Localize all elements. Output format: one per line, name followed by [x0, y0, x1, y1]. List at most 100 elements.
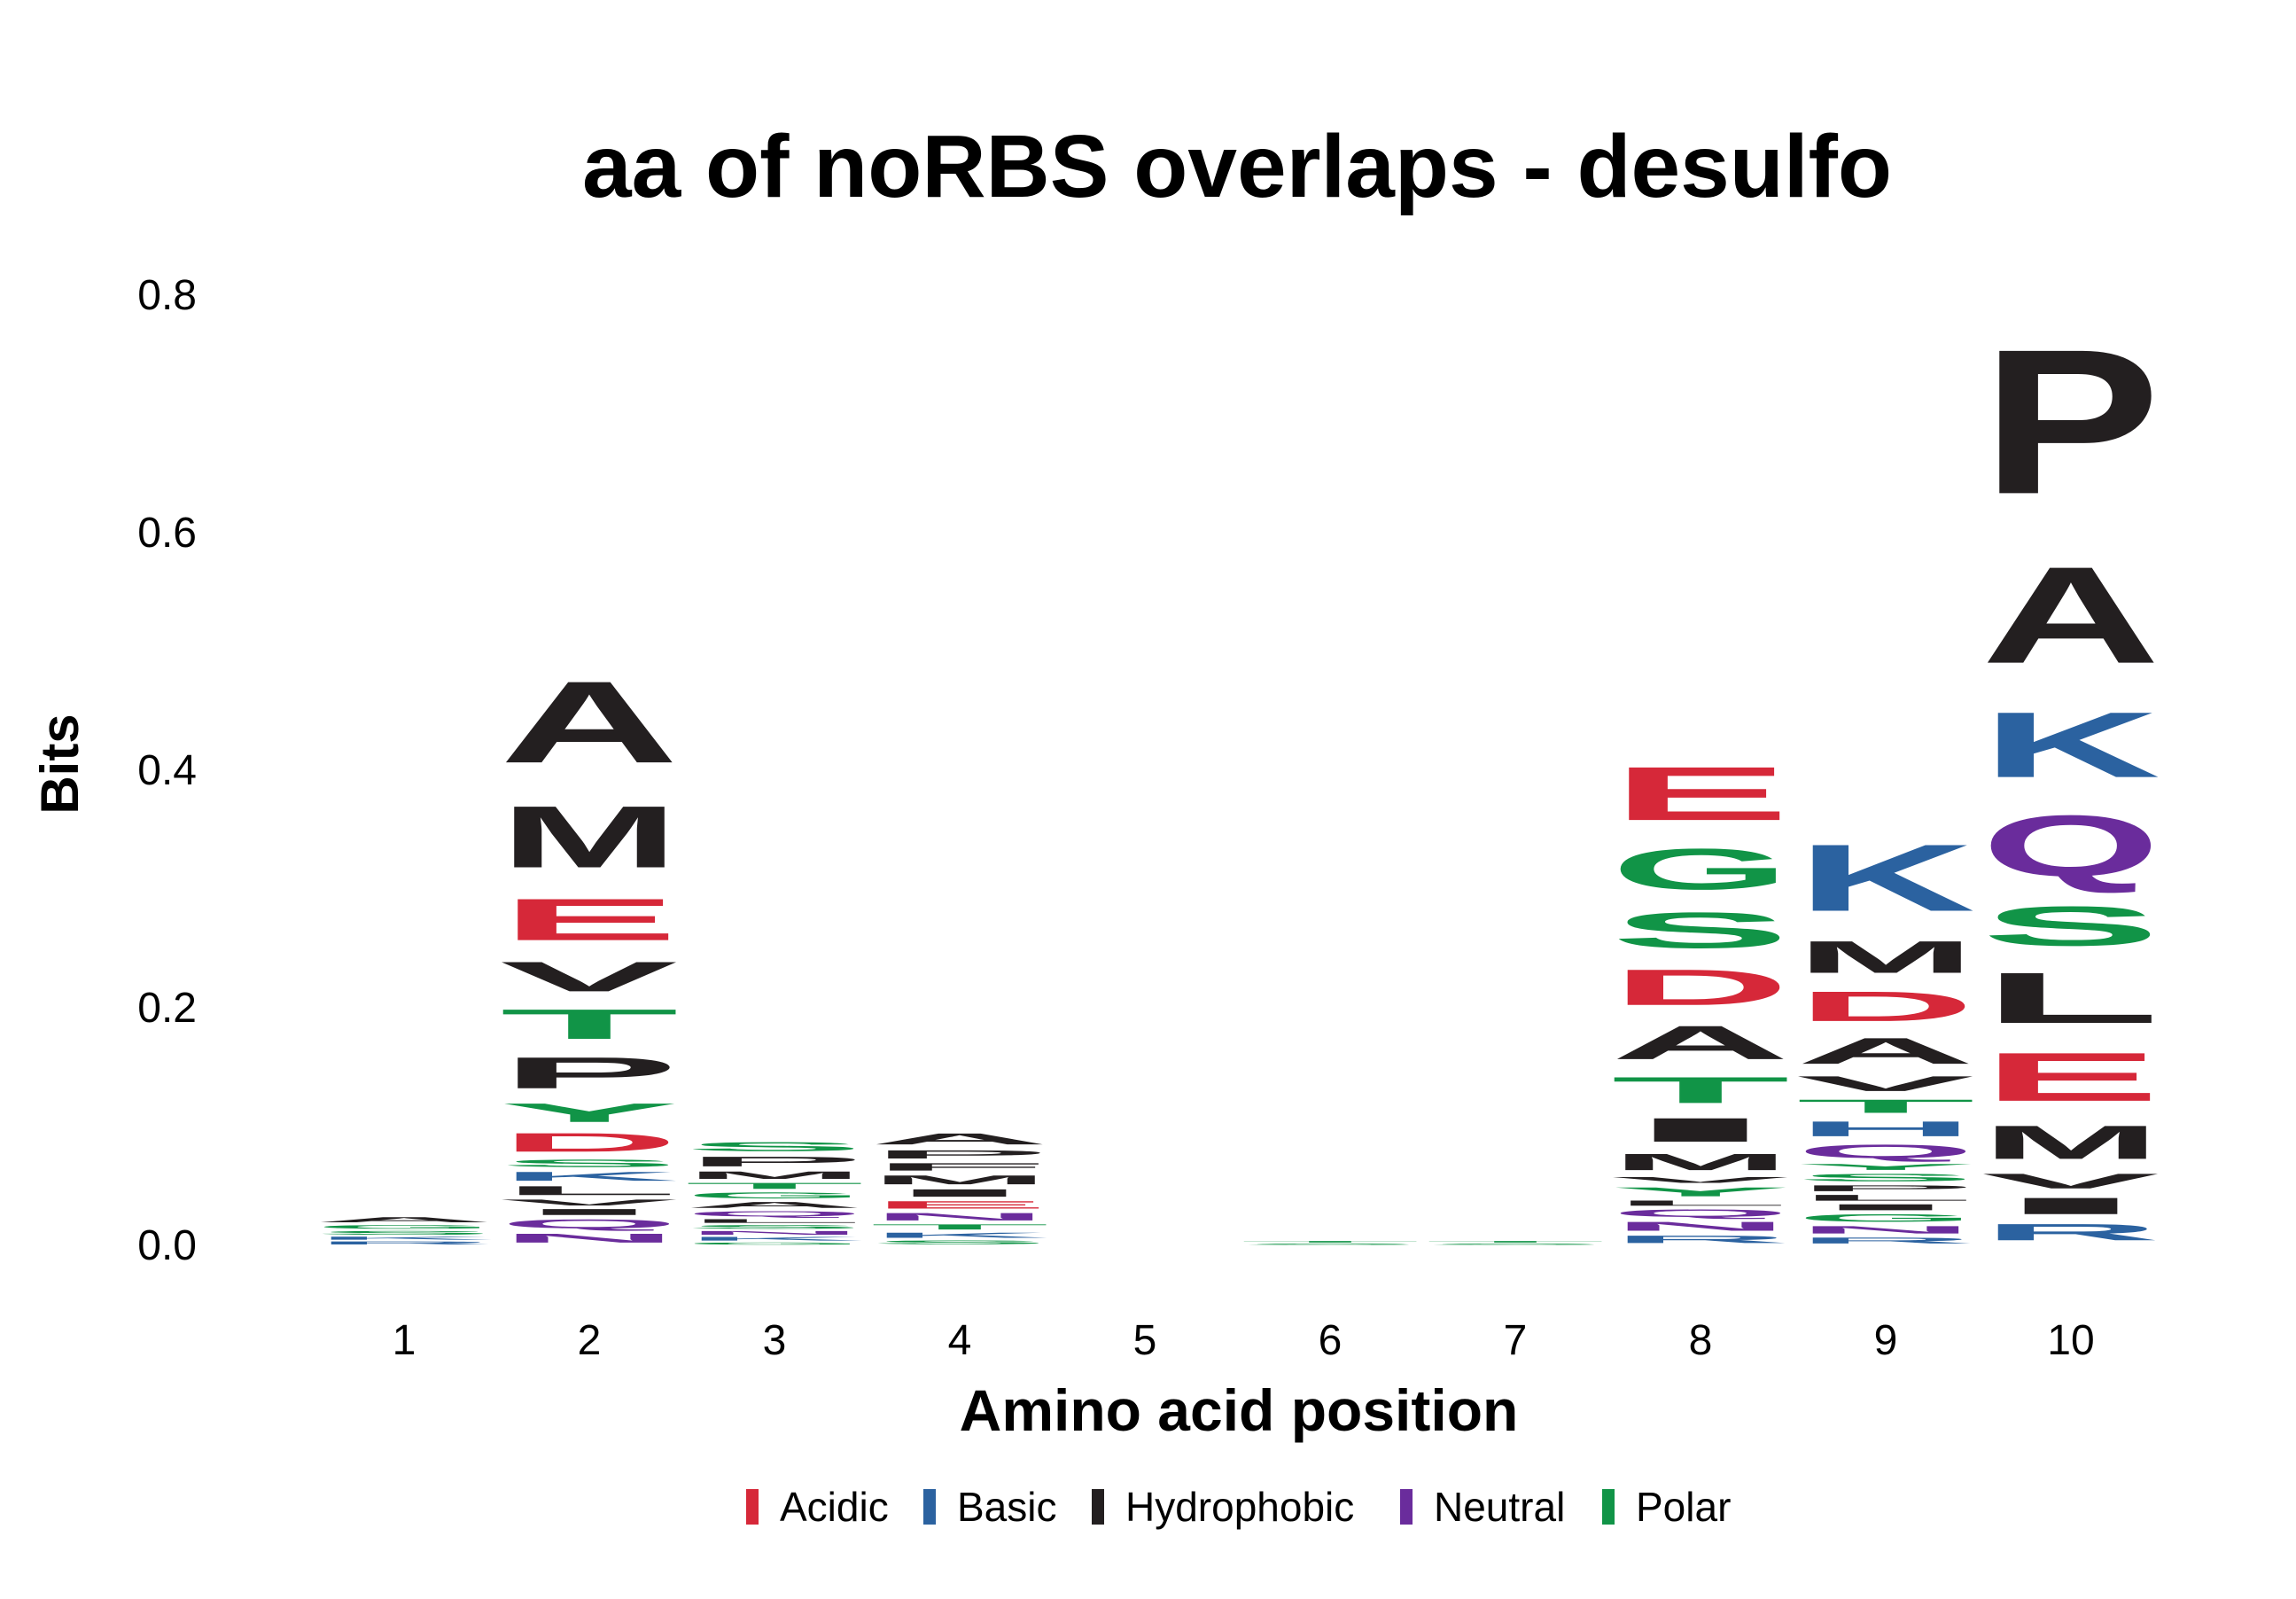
- logo-letter: R: [315, 1241, 494, 1245]
- logo-stack-6: ST: [1241, 1241, 1420, 1245]
- x-tick-label: 9: [1874, 1317, 1898, 1364]
- logo-letter: P: [500, 1048, 679, 1097]
- logo-letter: L: [685, 1218, 864, 1224]
- logo-letter: F: [870, 1161, 1049, 1173]
- logo-letter: S: [1241, 1243, 1420, 1245]
- logo-letter: V: [500, 953, 678, 1000]
- logo-letter: P: [685, 1154, 864, 1169]
- x-tick-label: 6: [1319, 1317, 1343, 1364]
- logo-letter: E: [500, 886, 679, 953]
- logo-letter: E: [1981, 1038, 2160, 1115]
- logo-letter: R: [1611, 1234, 1790, 1245]
- x-tick-label: 3: [763, 1317, 787, 1364]
- logo-letter: M: [685, 1169, 864, 1181]
- logo-letter: Y: [500, 1098, 679, 1128]
- logo-letter: E: [1611, 751, 1790, 836]
- logo-letter: K: [1796, 824, 1975, 931]
- logo-letter: S: [1796, 1172, 1975, 1183]
- logo-letter: N: [1796, 1224, 1975, 1236]
- legend: Acidic Basic Hydrophobic Neutral Polar: [746, 1484, 1731, 1530]
- logo-letter: A: [870, 1130, 1049, 1148]
- logo-letter: I: [1611, 1111, 1790, 1149]
- logo-letter: G: [315, 1224, 494, 1230]
- logo-letter: T: [1611, 1070, 1790, 1112]
- logo-letter: L: [1611, 1199, 1790, 1207]
- logo-letter: G: [685, 1242, 864, 1245]
- logo-letter: E: [870, 1199, 1049, 1211]
- legend-swatch: [923, 1489, 936, 1525]
- logo-letter: A: [1981, 538, 2160, 692]
- logo-letter: S: [500, 1158, 679, 1169]
- logo-letter: P: [1796, 1183, 1975, 1193]
- legend-label: Neutral: [1434, 1484, 1565, 1530]
- logo-letter: T: [870, 1222, 1049, 1230]
- logo-letter: Q: [1796, 1141, 1975, 1162]
- logo-letter: M: [870, 1173, 1049, 1187]
- x-axis-title: Amino acid position: [960, 1377, 1519, 1443]
- logo-letter: I: [1981, 1193, 2160, 1219]
- logo-letter: D: [1611, 959, 1790, 1016]
- logo-letter: A: [1611, 1016, 1790, 1069]
- legend-label: Polar: [1636, 1484, 1731, 1530]
- logo-letter: G: [685, 1190, 864, 1200]
- x-tick-label: 8: [1689, 1317, 1713, 1364]
- logo-letter: D: [1796, 983, 1975, 1031]
- logo-letter: L: [1796, 1193, 1975, 1203]
- logo-letter: Q: [1981, 797, 2160, 894]
- y-tick-label: 0.8: [137, 272, 197, 319]
- logo-letter: I: [1796, 1203, 1975, 1213]
- logo-letter: P: [870, 1148, 1049, 1161]
- logo-letter: N: [1611, 1219, 1790, 1233]
- logo-letter: L: [1981, 958, 2160, 1039]
- logo-letter: Q: [1611, 1207, 1790, 1219]
- y-axis-title: Bits: [30, 714, 90, 814]
- logo-letter: S: [1981, 895, 2160, 958]
- logo-letter: T: [1796, 1096, 1975, 1117]
- y-tick-label: 0.6: [137, 510, 197, 557]
- logo-stack-7: ST: [1426, 1241, 1605, 1245]
- logo-letter: K: [685, 1236, 864, 1242]
- logo-letter: T: [685, 1182, 864, 1191]
- legend-swatch: [1400, 1489, 1413, 1525]
- logo-letter: S: [1426, 1243, 1605, 1245]
- legend-label: Basic: [957, 1484, 1056, 1530]
- y-tick-label: 0.2: [137, 985, 197, 1032]
- x-tick-label: 1: [393, 1317, 416, 1364]
- y-tick-label: 0.0: [137, 1222, 197, 1269]
- logo-letter: Q: [685, 1210, 864, 1218]
- logo-letter: M: [1796, 932, 1975, 983]
- logo-letter: N: [500, 1231, 679, 1245]
- x-tick-label: 7: [1504, 1317, 1528, 1364]
- logo-letter: M: [1981, 1116, 2160, 1169]
- logo-stacks: RKSGANQIVLKSDYPTVEMAGKNSLQAGTMPSSKTNEIMF…: [315, 307, 2160, 1245]
- y-tick-label: 0.4: [137, 747, 197, 794]
- logo-letter: K: [870, 1231, 1049, 1239]
- logo-letter: N: [685, 1230, 864, 1236]
- chart-title: aa of noRBS overlaps - desulfo: [582, 117, 1892, 216]
- logo-letter: R: [1796, 1236, 1975, 1245]
- logo-letter: K: [1981, 692, 2160, 797]
- x-axis-ticks: 1 2 3 4 5 6 7 8 9 10: [393, 1317, 2095, 1364]
- logo-letter: G: [1796, 1212, 1975, 1223]
- logo-letter: V: [1981, 1169, 2160, 1193]
- logo-letter: A: [1796, 1030, 1975, 1072]
- logo-letter: S: [315, 1230, 494, 1236]
- legend-swatch: [746, 1489, 759, 1525]
- logo-letter: A: [685, 1200, 864, 1210]
- y-axis-ticks: 0.0 0.2 0.4 0.6 0.8: [137, 272, 197, 1269]
- logo-letter: S: [685, 1224, 864, 1230]
- logo-letter: I: [870, 1187, 1049, 1198]
- logo-letter: V: [1796, 1072, 1974, 1096]
- logo-letter: T: [1241, 1241, 1420, 1244]
- logo-letter: L: [500, 1183, 679, 1197]
- logo-letter: M: [1611, 1149, 1790, 1174]
- legend-swatch: [1602, 1489, 1615, 1525]
- logo-letter: S: [1611, 902, 1790, 959]
